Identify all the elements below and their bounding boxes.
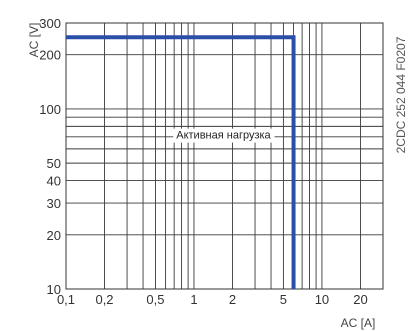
y-tick-label: 20 xyxy=(47,228,61,243)
y-tick-label: 40 xyxy=(47,174,61,189)
annotation-background xyxy=(173,128,275,143)
y-tick-label: 50 xyxy=(47,156,61,171)
x-tick-label: 1 xyxy=(190,292,197,307)
x-tick-label: 20 xyxy=(353,292,367,307)
x-axis-label: AC [A] xyxy=(341,316,376,330)
tick-labels: 0,1 0,2 0,5 1 2 5 10 20 10 20 30 40 50 100 200 300 xyxy=(39,16,367,307)
x-tick-label: 0,5 xyxy=(146,292,164,307)
y-tick-label: 200 xyxy=(39,48,61,63)
y-tick-label: 100 xyxy=(39,102,61,117)
side-code: 2CDC 252 044 F0207 xyxy=(394,36,408,153)
x-tick-label: 2 xyxy=(229,292,236,307)
series-line xyxy=(66,35,296,289)
x-tick-label: 10 xyxy=(315,292,329,307)
y-tick-label: 30 xyxy=(47,196,61,211)
x-tick-label: 5 xyxy=(280,292,287,307)
annotation-label: Активная нагрузка xyxy=(176,130,271,142)
x-tick-label: 0,2 xyxy=(95,292,113,307)
y-tick-label: 300 xyxy=(39,16,61,31)
annotation-group: Активная нагрузка xyxy=(173,128,275,143)
y-axis-label: AC [V] xyxy=(27,23,41,58)
y-tick-label: 10 xyxy=(47,282,61,297)
x-tick-label: 0,1 xyxy=(57,292,75,307)
grid xyxy=(65,22,384,290)
series xyxy=(66,35,296,289)
plot-frame xyxy=(65,22,384,290)
